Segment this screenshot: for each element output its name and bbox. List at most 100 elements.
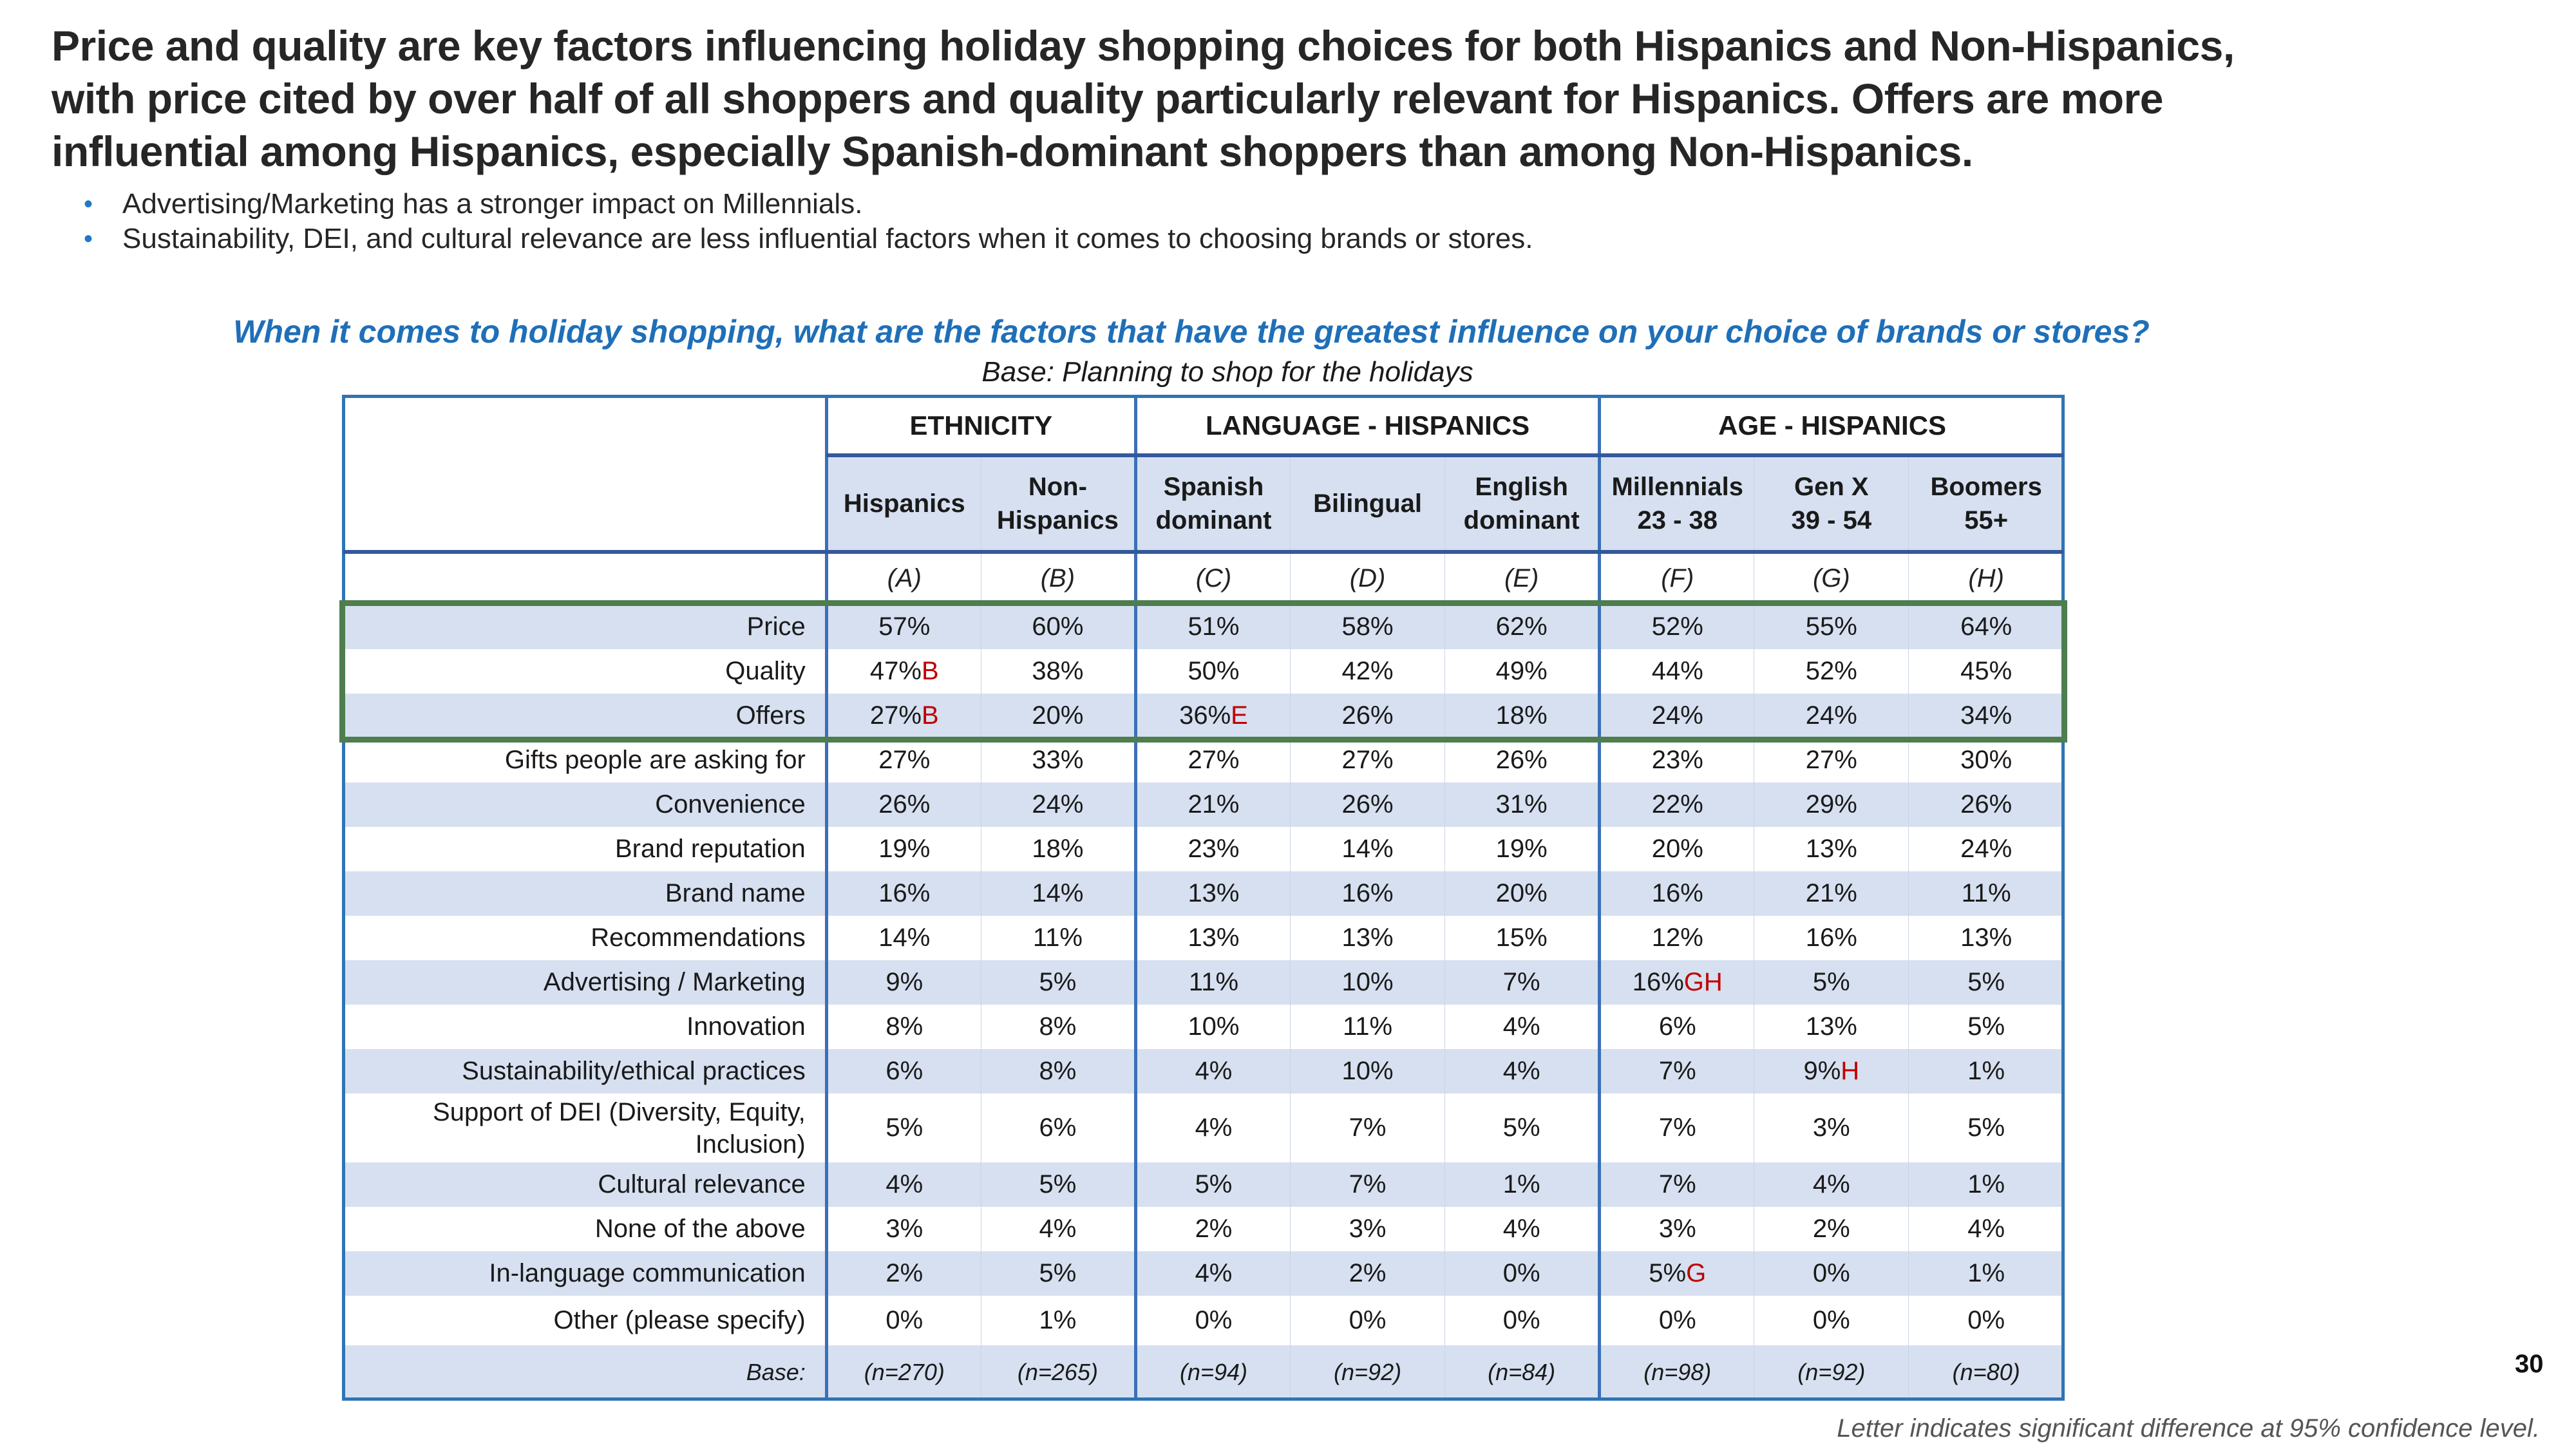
- data-cell: 7%: [1598, 1049, 1754, 1094]
- table-row: Sustainability/ethical practices 6% 8% 4% 10…: [343, 1049, 2063, 1094]
- cell-value: 2%: [1195, 1215, 1233, 1243]
- row-label: None of the above: [594, 1215, 806, 1243]
- data-cell: 0%: [1290, 1296, 1445, 1345]
- data-cell: 26%: [1290, 694, 1445, 738]
- cell-value: 23%: [1651, 746, 1703, 774]
- cell-value: 4%: [1502, 1012, 1540, 1041]
- row-label: Other (please specify): [553, 1306, 806, 1334]
- cell-value: 4%: [1039, 1215, 1077, 1243]
- cell-value: 5%: [1039, 968, 1077, 996]
- data-cell: 47%B: [824, 649, 981, 694]
- data-cell: 4%: [1133, 1251, 1291, 1296]
- cell-value: 0%: [1502, 1259, 1540, 1287]
- column-letter: (D): [1290, 552, 1445, 605]
- cell-value: 24%: [1651, 701, 1703, 730]
- cell-value: 7%: [1349, 1113, 1387, 1142]
- cell-value: 5%: [1039, 1259, 1077, 1287]
- cell-value: 18%: [1495, 701, 1548, 730]
- column-header: Boomers 55+: [1908, 455, 2063, 552]
- data-cell: 20%: [1598, 827, 1754, 871]
- data-cell: 13%: [1133, 916, 1291, 960]
- data-cell: 58%: [1290, 605, 1445, 649]
- column-header-line2: 39 - 54: [1791, 506, 1872, 535]
- data-cell: 8%: [824, 1005, 981, 1049]
- data-cell: 3%: [1290, 1207, 1445, 1251]
- cell-value: 27%: [878, 746, 931, 774]
- data-cell: 4%: [1908, 1207, 2063, 1251]
- data-cell: 4%: [1754, 1162, 1909, 1207]
- column-letter: (G): [1754, 552, 1909, 605]
- data-cell: 16%: [1290, 871, 1445, 916]
- data-cell: 18%: [1444, 694, 1600, 738]
- cell-value: 13%: [1960, 923, 2012, 952]
- cell-value: 3%: [1349, 1215, 1387, 1243]
- data-cell: 0%: [1908, 1296, 2063, 1345]
- cell-value: 1%: [1967, 1259, 2005, 1287]
- bullet-icon: •: [84, 190, 93, 218]
- cell-value: 6%: [1658, 1012, 1696, 1041]
- data-cell: 10%: [1290, 960, 1445, 1005]
- data-cell: 10%: [1290, 1049, 1445, 1094]
- data-cell: 5%: [1444, 1094, 1600, 1162]
- cell-value: 0%: [1349, 1306, 1387, 1334]
- cell-value: 5%: [1967, 1012, 2005, 1041]
- cell-value: 11%: [1032, 923, 1083, 952]
- data-cell: 21%: [1754, 871, 1909, 916]
- data-cell: 14%: [980, 871, 1136, 916]
- cell-value: 2%: [1812, 1215, 1850, 1243]
- data-cell: 2%: [1754, 1207, 1909, 1251]
- table-row: Recommendations 14% 11% 13% 13% 15% 12% 16% 13%: [343, 916, 2063, 960]
- data-cell: 16%: [1754, 916, 1909, 960]
- survey-question-text: When it comes to holiday shopping, what …: [233, 314, 2150, 350]
- data-cell: 7%: [1598, 1094, 1754, 1162]
- column-header-line1: Gen X: [1794, 473, 1869, 501]
- data-cell: 57%: [824, 605, 981, 649]
- data-cell: 0%: [1754, 1296, 1909, 1345]
- cell-value: 6%: [1039, 1113, 1077, 1142]
- column-letter: (F): [1598, 552, 1754, 605]
- data-cell: 1%: [1908, 1251, 2063, 1296]
- data-cell: 3%: [1754, 1094, 1909, 1162]
- cell-value: 7%: [1502, 968, 1540, 996]
- data-cell: 1%: [980, 1296, 1136, 1345]
- cell-value: 3%: [886, 1215, 923, 1243]
- data-cell: 27%: [1754, 738, 1909, 782]
- row-label: Quality: [725, 657, 806, 685]
- cell-value: 21%: [1188, 790, 1240, 819]
- data-cell: 9%H: [1754, 1049, 1909, 1094]
- data-cell: 6%: [980, 1094, 1136, 1162]
- data-cell: 20%: [980, 694, 1136, 738]
- data-cell: 16%: [1598, 871, 1754, 916]
- data-cell: 26%: [1444, 738, 1600, 782]
- data-cell: 29%: [1754, 782, 1909, 827]
- cell-value: 1%: [1967, 1057, 2005, 1085]
- cell-value: 55%: [1805, 612, 1857, 641]
- column-header-line1: Non-: [1028, 473, 1087, 501]
- results-table: ETHNICITY LANGUAGE - HISPANICS AGE - HIS…: [343, 396, 2063, 1399]
- bullet-item: • Sustainability, DEI, and cultural relev…: [84, 222, 1533, 256]
- cell-value: 0%: [1502, 1306, 1540, 1334]
- cell-value: 44%: [1651, 657, 1703, 685]
- base-count: (n=98): [1598, 1345, 1754, 1399]
- cell-value: 27%: [1805, 746, 1857, 774]
- cell-value: 5%: [1039, 1170, 1077, 1198]
- divider: [343, 550, 2063, 554]
- column-header: Spanish dominant: [1133, 455, 1291, 552]
- cell-value: 18%: [1032, 835, 1084, 863]
- cell-value: 9%: [886, 968, 923, 996]
- cell-value: 23%: [1188, 835, 1240, 863]
- data-cell: 15%: [1444, 916, 1600, 960]
- cell-value: 16%: [1805, 923, 1857, 952]
- divider: [826, 453, 2063, 457]
- table-row: Convenience 26% 24% 21% 26% 31% 22% 29% 26%: [343, 782, 2063, 827]
- data-cell: 5%: [1908, 960, 2063, 1005]
- data-cell: 2%: [1133, 1207, 1291, 1251]
- base-count: (n=80): [1908, 1345, 2063, 1399]
- data-cell: 0%: [1754, 1251, 1909, 1296]
- base-count: (n=84): [1444, 1345, 1600, 1399]
- cell-value: 57%: [878, 612, 931, 641]
- cell-value: 14%: [1032, 879, 1084, 907]
- data-cell: 5%: [1908, 1005, 2063, 1049]
- cell-value: 36%: [1179, 701, 1231, 730]
- cell-value: 47%: [869, 657, 922, 685]
